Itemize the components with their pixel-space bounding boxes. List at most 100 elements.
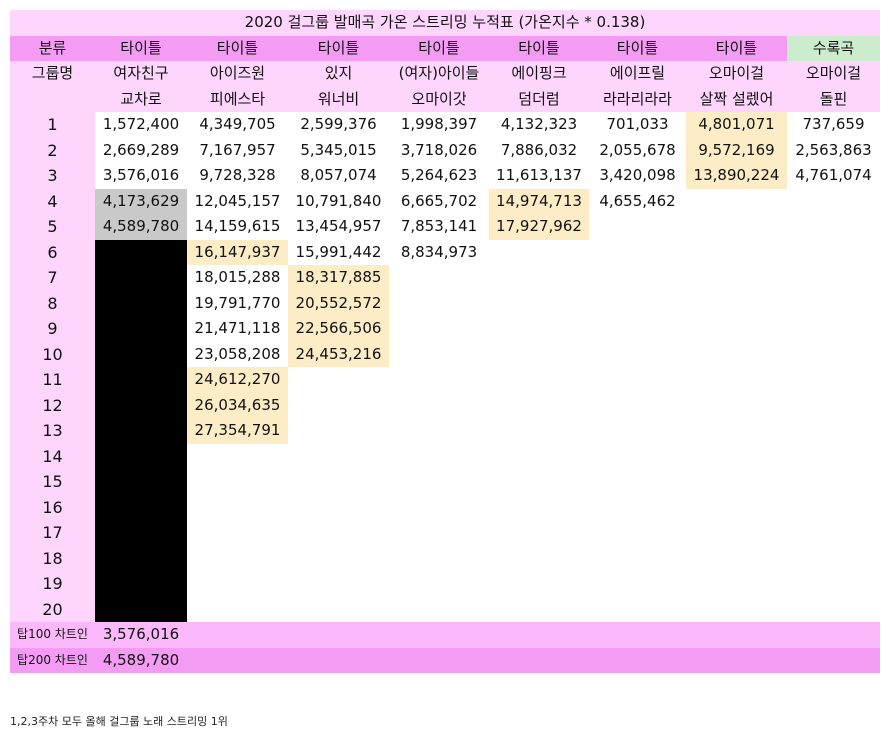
rank-number: 14 (10, 443, 95, 469)
empty-cell (389, 597, 489, 623)
category-cell: 수록곡 (787, 35, 880, 61)
rank-number: 7 (10, 265, 95, 291)
empty-cell (787, 342, 880, 368)
empty-cell (589, 265, 686, 291)
empty-cell (686, 240, 787, 266)
empty-cell (686, 571, 787, 597)
empty-cell (489, 265, 589, 291)
stream-value-cell: 24,612,270 (187, 367, 288, 393)
top100-label: 탑100 차트인 (10, 622, 95, 648)
rank-row: 10 23,058,208 24,453,216 (10, 341, 880, 368)
empty-cell (589, 546, 686, 572)
empty-cell (389, 367, 489, 393)
empty-cell (187, 495, 288, 521)
empty-cell (589, 240, 686, 266)
stream-value-cell: 8,057,074 (300, 166, 377, 184)
empty-cell (686, 189, 787, 215)
stream-value-cell: 23,058,208 (194, 344, 281, 363)
empty-cell (389, 265, 489, 291)
empty-cell (787, 393, 880, 419)
empty-cell (686, 393, 787, 419)
empty-cell (686, 469, 787, 495)
category-cell: 타이틀 (686, 35, 787, 61)
empty-cell (686, 444, 787, 470)
rank-row: 20 (10, 596, 880, 623)
stream-value-cell: 24,453,216 (288, 341, 389, 367)
stream-value-cell: 4,349,705 (199, 115, 276, 133)
empty-cell (489, 393, 589, 419)
footnote: 1,2,3주차 모두 올해 걸그룹 노래 스트리밍 1위 (10, 715, 228, 728)
stream-value-cell: 7,167,957 (199, 140, 276, 159)
empty-cell (787, 189, 880, 215)
empty-cell (589, 367, 686, 393)
empty-cell (288, 597, 389, 623)
song-name: 워너비 (288, 86, 389, 112)
empty-cell (489, 316, 589, 342)
category-cell: 타이틀 (489, 35, 589, 61)
empty-cell (187, 597, 288, 623)
empty-cell (288, 418, 389, 444)
empty-cell (288, 393, 389, 419)
empty-cell (389, 495, 489, 521)
empty-cell (489, 444, 589, 470)
rank-row: 13 27,354,791 (10, 418, 880, 444)
empty-cell (787, 520, 880, 546)
song-name: 돌핀 (787, 86, 880, 112)
top200-fill (187, 647, 880, 673)
top200-value: 4,589,780 (95, 647, 187, 673)
stream-value-cell: 18,015,288 (194, 268, 281, 286)
empty-cell (187, 469, 288, 495)
empty-cell (187, 571, 288, 597)
stream-value-cell: 5,345,015 (300, 140, 377, 159)
song-name: 교차로 (95, 86, 187, 112)
empty-cell (288, 571, 389, 597)
stream-value-cell: 10,791,840 (295, 191, 382, 210)
empty-cell (489, 342, 589, 368)
empty-cell (389, 444, 489, 470)
song-row: 교차로 피에스타 워너비 오마이갓 덤더럼 라라리라라 살짝 설렜어 돌핀 (10, 86, 880, 112)
group-name: 오마이걸 (787, 61, 880, 87)
empty-cell (686, 214, 787, 240)
empty-cell (489, 520, 589, 546)
empty-cell (686, 418, 787, 444)
song-name: 살짝 설렜어 (686, 86, 787, 112)
stream-value-cell: 18,317,885 (288, 265, 389, 291)
stream-value-cell: 1,572,400 (102, 115, 180, 133)
group-name: 있지 (288, 61, 389, 87)
empty-cell (489, 597, 589, 623)
empty-cell (686, 291, 787, 317)
empty-cell (489, 469, 589, 495)
empty-cell (589, 469, 686, 495)
rank-row: 9 21,471,118 22,566,506 (10, 316, 880, 342)
rank-number: 4 (10, 188, 95, 214)
empty-cell (589, 597, 686, 623)
category-cell: 타이틀 (589, 35, 686, 61)
stream-value-cell: 27,354,791 (187, 418, 288, 444)
empty-cell (787, 444, 880, 470)
category-cell: 타이틀 (288, 35, 389, 61)
summary-rows: 탑100 차트인 3,576,016 탑200 차트인 4,589,780 (10, 622, 880, 673)
empty-cell (389, 520, 489, 546)
stream-value-cell: 4,655,462 (599, 191, 676, 210)
rank-row: 14 (10, 443, 880, 470)
rank-row: 2 2,669,289 7,167,957 5,345,015 3,718,026 7,8… (10, 137, 880, 163)
empty-cell (489, 571, 589, 597)
streaming-table: 2020 걸그룹 발매곡 가온 스트리밍 누적표 (가온지수 * 0.138) … (10, 10, 880, 673)
song-name: 라라리라라 (589, 86, 686, 112)
empty-cell (389, 546, 489, 572)
rank-number: 10 (10, 341, 95, 367)
rank-number: 17 (10, 520, 95, 546)
empty-cell (787, 265, 880, 291)
rank-rows: 1 1,572,400 4,349,705 2,599,376 1,998,397 4,1… (10, 112, 880, 622)
empty-cell (686, 520, 787, 546)
stream-value-cell: 8,834,973 (400, 242, 478, 261)
table-title: 2020 걸그룹 발매곡 가온 스트리밍 누적표 (가온지수 * 0.138) (10, 10, 880, 36)
stream-value-cell: 20,552,572 (288, 290, 389, 316)
stream-value-cell: 13,454,957 (295, 217, 382, 235)
rank-number: 18 (10, 545, 95, 571)
empty-cell (389, 571, 489, 597)
empty-cell (288, 495, 389, 521)
empty-cell (389, 316, 489, 342)
stream-value-cell: 4,173,629 (95, 188, 187, 214)
category-row: 분류 타이틀 타이틀 타이틀 타이틀 타이틀 타이틀 타이틀 수록곡 (10, 35, 880, 61)
